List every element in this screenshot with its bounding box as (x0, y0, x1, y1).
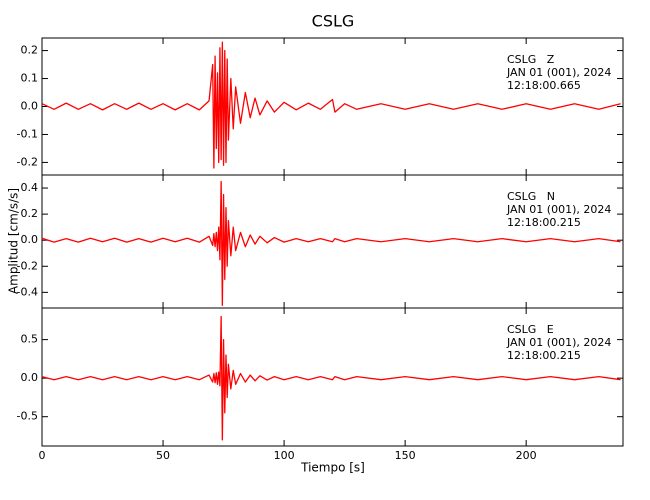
y-tick-label: 0.1 (21, 72, 39, 85)
y-tick-label: 0.0 (21, 233, 39, 246)
chart-title: CSLG (312, 12, 355, 31)
annotation: CSLG E (507, 323, 554, 336)
y-tick-label: -0.2 (17, 155, 38, 168)
annotation: JAN 01 (001), 2024 (506, 203, 611, 216)
x-tick-label: 50 (156, 449, 170, 462)
annotation: JAN 01 (001), 2024 (506, 336, 611, 349)
x-tick-label: 150 (395, 449, 416, 462)
y-axis-label: Amplitud [cm/s/s] (7, 188, 21, 294)
y-tick-label: -0.5 (17, 410, 38, 423)
annotation: JAN 01 (001), 2024 (506, 66, 611, 79)
annotation: 12:18:00.665 (507, 79, 581, 92)
y-tick-label: 0.0 (21, 100, 39, 113)
y-tick-label: 0.5 (21, 333, 39, 346)
annotation: 12:18:00.215 (507, 216, 581, 229)
y-tick-label: 0.2 (21, 207, 39, 220)
y-tick-label: 0.0 (21, 371, 39, 384)
waveform (41, 180, 621, 307)
x-tick-label: 0 (39, 449, 46, 462)
waveform (41, 315, 621, 441)
y-tick-label: -0.1 (17, 127, 38, 140)
y-tick-label: -0.4 (17, 285, 38, 298)
x-tick-label: 100 (274, 449, 295, 462)
y-tick-label: 0.2 (21, 44, 39, 57)
waveform (41, 41, 621, 169)
x-tick-label: 200 (516, 449, 537, 462)
y-tick-label: -0.2 (17, 259, 38, 272)
annotation: CSLG N (507, 190, 555, 203)
annotation: CSLG Z (507, 53, 555, 66)
annotation: 12:18:00.215 (507, 349, 581, 362)
y-tick-label: 0.4 (21, 181, 39, 194)
x-axis-label: Tiempo [s] (300, 461, 365, 475)
